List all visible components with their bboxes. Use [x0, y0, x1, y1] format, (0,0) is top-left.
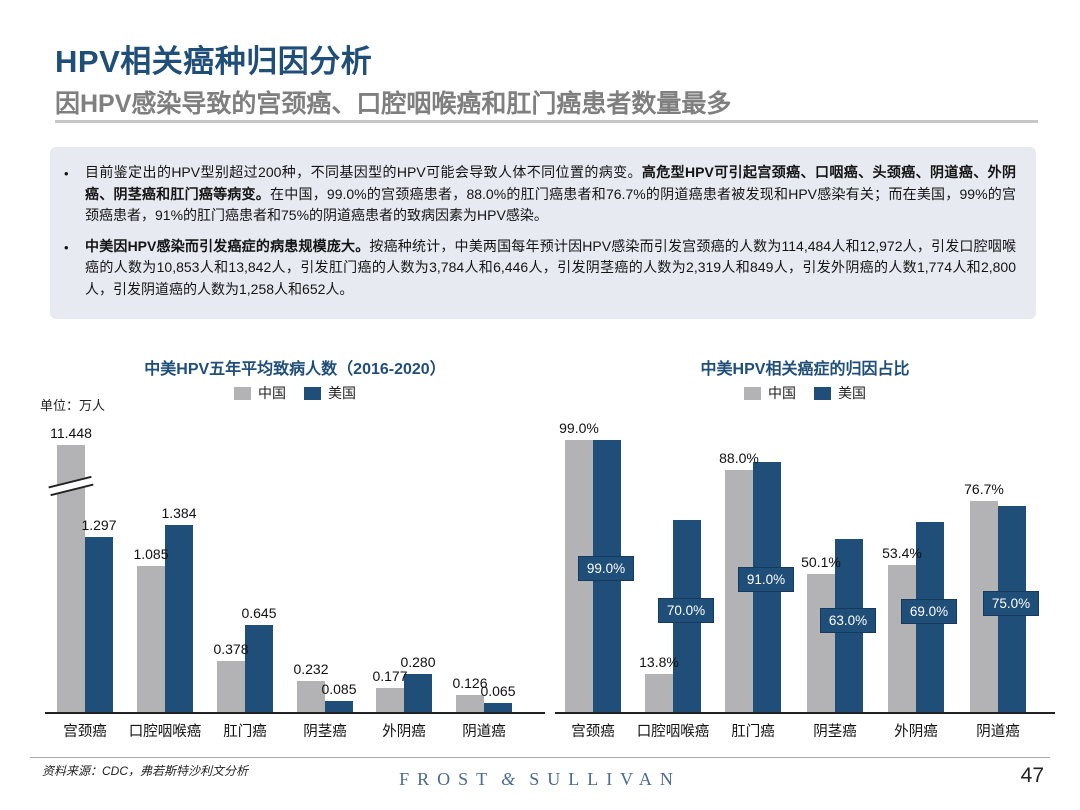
- value-label-china-vulvar: 0.177: [372, 668, 408, 684]
- category-label-cervical: 宫颈癌: [571, 724, 615, 740]
- legend-swatch-us: [814, 386, 831, 400]
- value-box-us-oral-pharyngeal: 70.0%: [658, 598, 714, 623]
- chart-attribution-legend: 中国 美国: [555, 383, 1055, 403]
- value-label-china-vaginal: 0.126: [452, 675, 488, 691]
- legend-item-us: 美国: [304, 383, 356, 403]
- value-label-china-oral-pharyngeal: 13.8%: [639, 654, 679, 670]
- legend-swatch-us: [304, 386, 321, 400]
- chart-attribution-title: 中美HPV相关癌症的归因占比: [700, 361, 910, 378]
- chart-caseload: 中美HPV五年平均致病人数（2016-2020） 单位：万人 中国 美国 11.4…: [40, 355, 545, 755]
- legend-swatch-china: [744, 386, 761, 400]
- value-label-china-vulvar: 53.4%: [882, 545, 922, 561]
- bar-china-oral-pharyngeal: [645, 674, 673, 712]
- chart-caseload-legend: 中国 美国: [45, 383, 545, 403]
- value-label-us-oral-pharyngeal: 1.384: [161, 505, 197, 521]
- chart-attribution-plot: 99.0% 99.0% 宫颈癌 13.8% 70.0% 口腔咽喉癌 88.0% 91.0% 肛门…: [555, 412, 1055, 740]
- header-divider: [55, 120, 1038, 123]
- bar-china-penile: [807, 574, 835, 712]
- legend-item-china: 中国: [744, 383, 796, 403]
- category-label-vaginal: 阴道癌: [462, 724, 506, 740]
- bar-us-cervical: [85, 537, 113, 712]
- bullet-text: 目前鉴定出的HPV型别超过200种，不同基因型的HPV可能会导致人体不同位置的病…: [85, 164, 1017, 223]
- source-note: 资料来源：CDC，弗若斯特沙利文分析: [42, 764, 248, 778]
- bar-china-vulvar: [376, 688, 404, 712]
- bar-us-vulvar: [404, 674, 432, 712]
- logo-word-frost: FROST: [399, 769, 496, 789]
- value-box-us-vulvar: 69.0%: [901, 599, 957, 624]
- bar-us-vaginal: [484, 703, 512, 712]
- key-findings-box: • 目前鉴定出的HPV型别超过200种，不同基因型的HPV可能会导致人体不同位置的…: [50, 147, 1036, 319]
- value-label-us-vulvar: 0.280: [400, 654, 436, 670]
- category-label-penile: 阴茎癌: [813, 724, 857, 740]
- legend-swatch-china: [234, 386, 251, 400]
- legend-label: 美国: [838, 385, 866, 401]
- value-label-china-penile: 50.1%: [801, 554, 841, 570]
- chart-caseload-plot: 11.448 1.297 宫颈癌 1.085 1.384 口腔咽喉癌 0.378 0.645 肛…: [45, 412, 545, 740]
- category-label-cervical: 宫颈癌: [63, 724, 107, 740]
- bullet-dot: •: [64, 166, 69, 181]
- legend-label: 中国: [768, 385, 796, 401]
- value-label-us-penile: 0.085: [321, 681, 357, 697]
- bar-china-oral-pharyngeal: [137, 566, 165, 712]
- footer-divider: [30, 757, 1050, 758]
- chart-attribution: 中美HPV相关癌症的归因占比 中国 美国 99.0% 99.0% 宫颈癌 13.8% 70…: [555, 355, 1055, 755]
- category-label-vulvar: 外阴癌: [894, 724, 938, 740]
- legend-label: 美国: [328, 385, 356, 401]
- value-box-us-anal: 91.0%: [738, 567, 794, 592]
- frost-sullivan-logo: FROST & SULLIVAN: [0, 769, 1080, 790]
- bullet-text: 中美因HPV感染而引发癌症的病患规模庞大。按癌种统计，中美两国每年预计因HPV感…: [85, 237, 1016, 297]
- chart-caseload-title: 中美HPV五年平均致病人数（2016-2020）: [144, 361, 446, 378]
- bullet-item-2: • 中美因HPV感染而引发癌症的病患规模庞大。按癌种统计，中美两国每年预计因HPV…: [64, 236, 1016, 301]
- bar-china-vaginal: [456, 695, 484, 712]
- value-label-china-anal: 88.0%: [719, 450, 759, 466]
- bar-us-penile: [325, 701, 353, 712]
- category-label-oral-pharyngeal: 口腔咽喉癌: [128, 724, 202, 740]
- value-box-us-penile: 63.0%: [820, 608, 876, 633]
- bullet-dot: •: [64, 239, 69, 255]
- value-label-us-cervical: 1.297: [81, 517, 117, 533]
- bar-china-anal: [217, 661, 245, 712]
- category-label-anal: 肛门癌: [731, 724, 775, 740]
- value-label-us-vaginal: 0.065: [480, 683, 516, 699]
- bar-us-oral-pharyngeal: [165, 525, 193, 712]
- value-label-china-anal: 0.378: [213, 641, 249, 657]
- category-label-vaginal: 阴道癌: [976, 724, 1020, 740]
- logo-ampersand: &: [501, 769, 524, 789]
- page-subtitle: 因HPV感染导致的宫颈癌、口腔咽喉癌和肛门癌患者数量最多: [55, 90, 732, 118]
- value-label-us-anal: 0.645: [241, 605, 277, 621]
- logo-word-sullivan: SULLIVAN: [529, 769, 681, 789]
- page-title: HPV相关癌种归因分析: [55, 44, 373, 79]
- legend-label: 中国: [258, 385, 286, 401]
- value-label-china-penile: 0.232: [293, 661, 329, 677]
- value-label-china-vaginal: 76.7%: [964, 481, 1004, 497]
- bullet-item-1: • 目前鉴定出的HPV型别超过200种，不同基因型的HPV可能会导致人体不同位置的…: [64, 162, 1016, 227]
- category-label-penile: 阴茎癌: [303, 724, 347, 740]
- bar-china-vulvar: [888, 565, 916, 712]
- legend-item-us: 美国: [814, 383, 866, 403]
- legend-item-china: 中国: [234, 383, 286, 403]
- unit-label: 单位：万人: [40, 398, 106, 413]
- value-label-china-cervical: 11.448: [50, 425, 92, 441]
- category-label-oral-pharyngeal: 口腔咽喉癌: [636, 724, 710, 740]
- bar-china-penile: [297, 681, 325, 712]
- category-label-anal: 肛门癌: [223, 724, 267, 740]
- bar-us-anal: [245, 625, 273, 712]
- page-number: 47: [1020, 764, 1044, 787]
- category-label-vulvar: 外阴癌: [382, 724, 426, 740]
- value-box-us-vaginal: 75.0%: [983, 591, 1039, 616]
- value-label-china-cervical: 99.0%: [559, 420, 599, 436]
- value-label-china-oral-pharyngeal: 1.085: [133, 546, 169, 562]
- value-box-us-cervical: 99.0%: [578, 556, 634, 581]
